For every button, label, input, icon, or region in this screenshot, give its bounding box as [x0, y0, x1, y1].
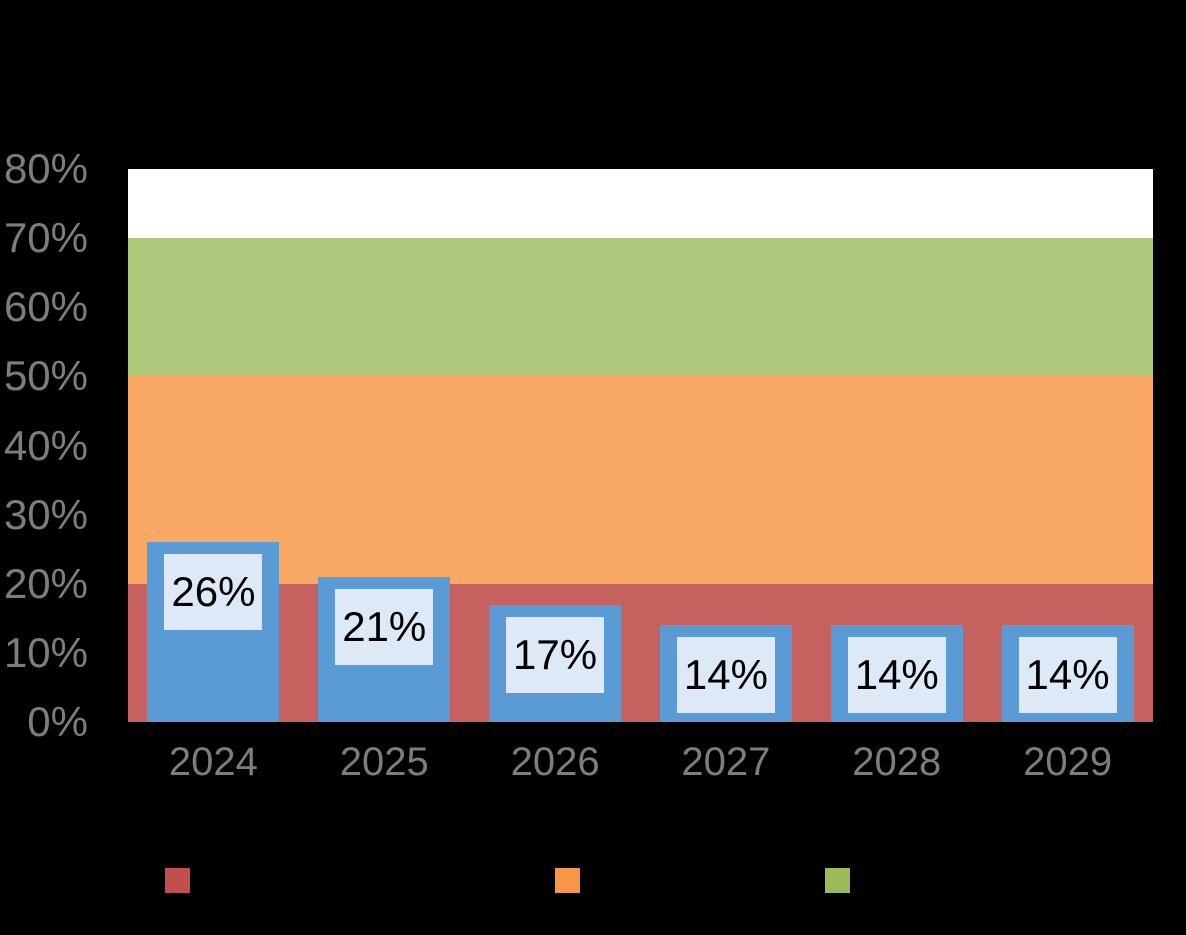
plot-area: 26% 21% 17% 14% 14% 14%: [128, 169, 1153, 722]
bar-data-label: 14%: [854, 651, 939, 699]
bar-2025: 21%: [318, 576, 451, 722]
band-white: [128, 169, 1153, 239]
x-axis-label-2024: 2024: [168, 740, 258, 784]
y-tick-label: 60%: [3, 283, 88, 331]
bar-data-label: 21%: [342, 602, 427, 650]
y-tick-label: 40%: [3, 421, 88, 469]
legend-swatch-red: [165, 868, 190, 893]
x-axis-label-2029: 2029: [1023, 740, 1113, 784]
y-tick-label: 50%: [3, 352, 88, 400]
band-orange: [128, 376, 1153, 584]
y-tick-label: 30%: [3, 490, 88, 538]
bar-data-label: 26%: [171, 568, 256, 616]
bar-2028: 14%: [830, 625, 963, 722]
legend-swatch-green: [825, 868, 850, 893]
bar-data-label: 14%: [1025, 651, 1110, 699]
y-tick-label: 20%: [3, 559, 88, 607]
bar-label-box: 21%: [335, 588, 434, 665]
x-axis-label-2028: 2028: [852, 740, 942, 784]
bar-2029: 14%: [1001, 625, 1134, 722]
y-tick-label: 0%: [27, 698, 88, 745]
x-axis-label-2027: 2027: [681, 740, 771, 784]
legend-swatch-orange: [555, 868, 580, 893]
bar-2027: 14%: [659, 625, 792, 722]
bar-data-label: 17%: [513, 630, 598, 678]
bar-label-box: 14%: [676, 637, 775, 714]
bar-label-box: 26%: [164, 554, 263, 631]
x-axis-label-2026: 2026: [510, 740, 600, 784]
bar-label-box: 17%: [506, 616, 605, 693]
band-green: [128, 238, 1153, 377]
bar-2026: 17%: [489, 604, 622, 722]
bar-label-box: 14%: [1018, 637, 1117, 714]
bar-data-label: 14%: [683, 651, 768, 699]
y-tick-label: 10%: [3, 628, 88, 676]
bar-label-box: 14%: [847, 637, 946, 714]
y-tick-label: 70%: [3, 214, 88, 262]
band-red: [128, 583, 1153, 722]
y-tick-label: 80%: [3, 145, 88, 192]
bar-2024: 26%: [147, 542, 280, 722]
x-axis-label-2025: 2025: [339, 740, 429, 784]
